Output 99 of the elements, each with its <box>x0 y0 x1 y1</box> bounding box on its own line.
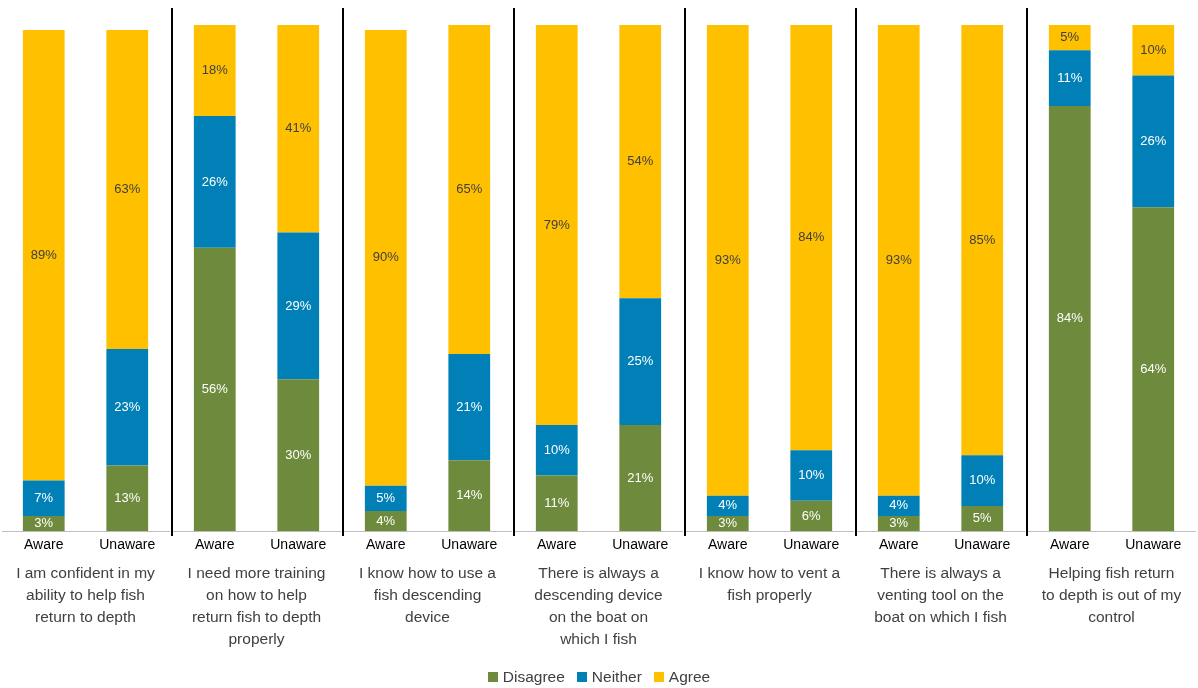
data-label: 11% <box>1057 69 1083 85</box>
x-tick-label: Aware <box>195 536 235 553</box>
data-label: 10% <box>969 472 996 488</box>
bar <box>535 25 578 425</box>
x-axis-title: I am confident in my ability to help fish return to depth <box>15 563 156 627</box>
data-label: 23% <box>114 398 141 414</box>
data-label: 84% <box>1056 310 1084 326</box>
data-label: 79% <box>543 216 571 232</box>
data-label: 90% <box>372 249 400 265</box>
bar <box>790 25 833 451</box>
bar <box>1132 75 1175 208</box>
data-label: 63% <box>114 181 141 197</box>
x-axis-title: There is always a venting tool on the boat on which I fish <box>873 563 1008 627</box>
data-label: 85% <box>969 231 996 247</box>
bar <box>364 30 407 486</box>
data-label: 11% <box>544 494 570 510</box>
data-label: 41% <box>285 120 312 136</box>
bar <box>106 348 149 466</box>
x-tick-label: Unaware <box>1125 536 1182 553</box>
x-tick-label: Unaware <box>99 536 156 553</box>
data-label: 5% <box>972 510 993 526</box>
bar <box>706 25 749 496</box>
x-tick-label: Aware <box>537 536 577 553</box>
bar <box>619 424 662 532</box>
x-axis-title: Helping fish return to depth is out of my control <box>1040 563 1183 627</box>
bar <box>1048 105 1091 532</box>
x-tick-label: Unaware <box>270 536 327 553</box>
bar <box>106 30 149 349</box>
x-tick-label: Unaware <box>612 536 669 553</box>
bar <box>448 354 491 461</box>
bar <box>193 116 236 248</box>
x-tick-label: Unaware <box>783 536 840 553</box>
data-label: 30% <box>285 446 312 462</box>
data-label: 21% <box>627 469 654 485</box>
bar <box>22 480 65 517</box>
data-label: 4% <box>376 512 396 528</box>
data-label: 14% <box>456 487 483 503</box>
x-tick-label: Unaware <box>954 536 1011 553</box>
bar <box>619 25 662 299</box>
bar <box>535 424 578 476</box>
data-label: 21% <box>456 398 483 414</box>
data-label: 25% <box>627 353 654 369</box>
bar <box>790 500 833 532</box>
bar <box>193 25 236 117</box>
bar <box>277 379 320 532</box>
data-label: 64% <box>1140 360 1167 376</box>
bar <box>535 475 578 532</box>
bar <box>1132 25 1175 76</box>
x-tick-label: Aware <box>708 536 748 553</box>
data-label: 84% <box>798 229 825 245</box>
data-label: 3% <box>718 515 738 531</box>
data-label: 6% <box>801 507 822 523</box>
bar <box>448 25 491 355</box>
data-label: 26% <box>201 173 229 189</box>
bar <box>22 30 65 481</box>
x-tick-label: Aware <box>24 536 64 553</box>
data-label: 4% <box>718 497 738 513</box>
bar <box>619 298 662 425</box>
data-label: 10% <box>543 441 571 457</box>
bar <box>277 232 320 380</box>
data-label: 10% <box>1140 41 1167 57</box>
data-label: 18% <box>201 62 229 78</box>
bar <box>193 247 236 532</box>
x-axis-title: There is always a descending device on the boat on which I fish <box>533 563 664 649</box>
data-label: 89% <box>30 246 58 262</box>
x-tick-label: Aware <box>366 536 406 553</box>
x-axis-title: I need more training on how to help return fish to depth properly <box>186 563 327 649</box>
data-label: 3% <box>889 515 909 531</box>
data-label: 93% <box>885 251 913 267</box>
x-tick-label: Aware <box>1050 536 1090 553</box>
bar <box>277 25 320 233</box>
bar <box>877 25 920 496</box>
bar <box>1132 207 1175 532</box>
data-label: 65% <box>456 181 483 197</box>
x-axis-title: I know how to use a fish descending device <box>358 563 497 627</box>
data-label: 3% <box>34 515 54 531</box>
bar <box>1048 50 1091 106</box>
data-label: 29% <box>285 297 312 313</box>
data-label: 10% <box>798 467 825 483</box>
data-label: 5% <box>1060 29 1080 45</box>
legend-label: Disagree <box>502 668 565 685</box>
x-tick-label: Unaware <box>441 536 498 553</box>
bar <box>790 450 833 501</box>
legend-label: Neither <box>591 668 642 685</box>
bar <box>106 465 149 532</box>
x-tick-label: Aware <box>879 536 919 553</box>
data-label: 56% <box>201 381 229 397</box>
legend-label: Agree <box>668 668 711 685</box>
data-label: 5% <box>376 489 396 505</box>
bar <box>961 455 1004 506</box>
x-axis-title: I know how to vent a fish properly <box>697 563 842 605</box>
data-label: 4% <box>889 497 909 513</box>
data-label: 54% <box>627 153 654 169</box>
data-label: 7% <box>34 489 54 505</box>
bar <box>448 460 491 532</box>
data-label: 13% <box>114 489 141 505</box>
data-label: 93% <box>714 251 742 267</box>
bar <box>961 25 1004 456</box>
data-label: 26% <box>1140 133 1167 148</box>
